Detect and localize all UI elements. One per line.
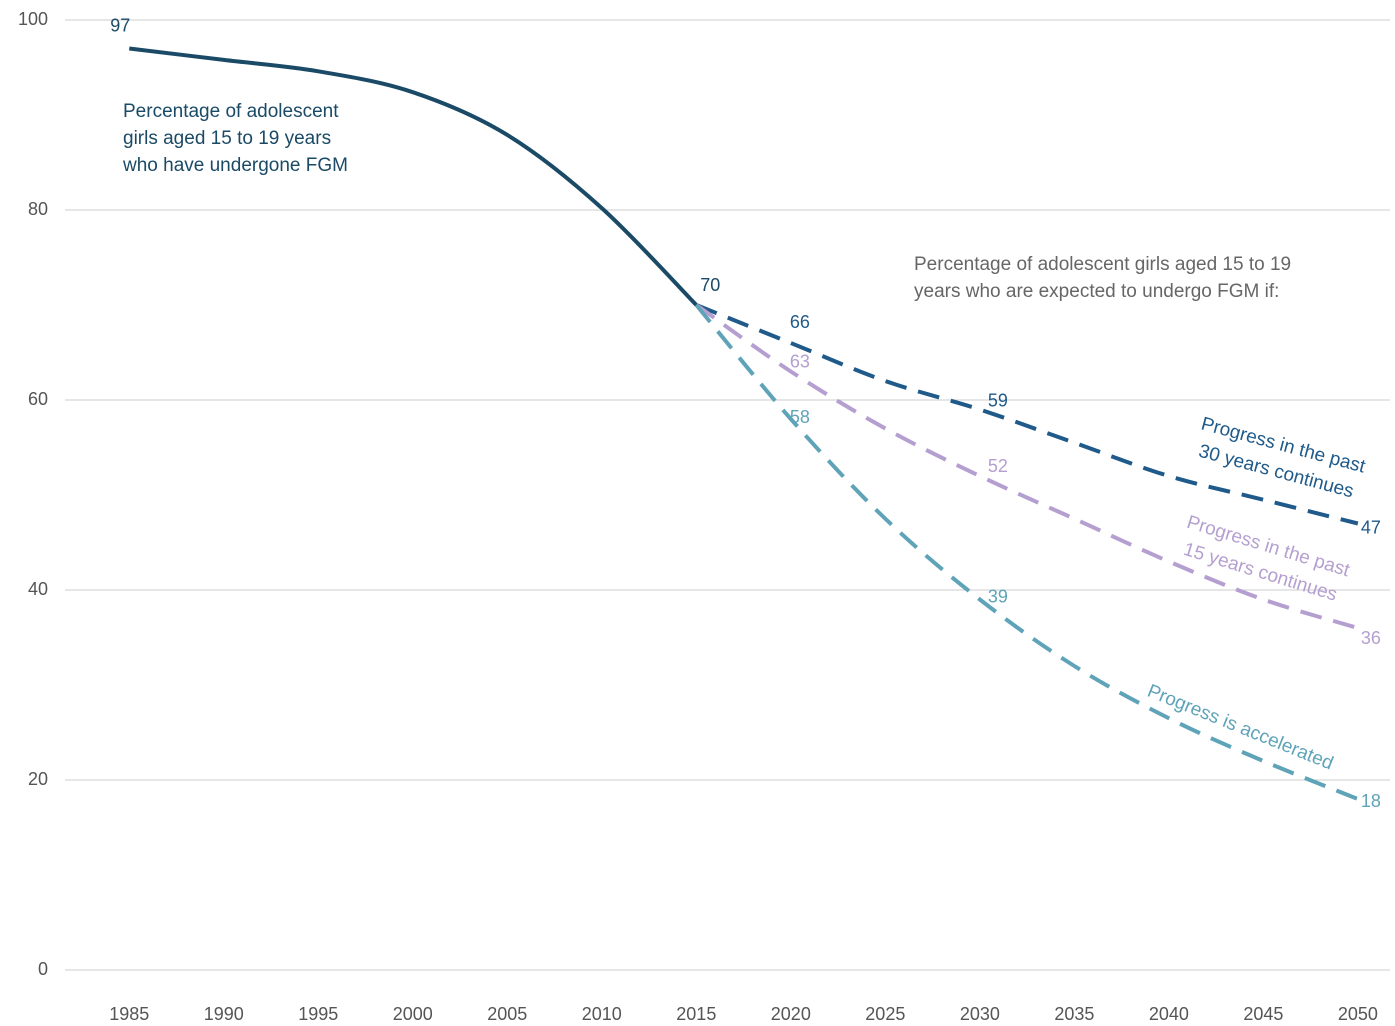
annotation-line: who have undergone FGM [122,155,348,176]
data-label: 59 [988,390,1008,410]
data-label: 52 [988,456,1008,476]
data-label: 18 [1361,791,1381,811]
annotation-line: Progress is accelerated [1144,681,1336,775]
data-label: 39 [988,586,1008,606]
x-tick-label: 2045 [1243,1004,1283,1024]
annotation-line: girls aged 15 to 19 years [123,128,331,149]
data-label: 58 [790,407,810,427]
x-tick-label: 2035 [1054,1004,1094,1024]
x-tick-label: 1990 [204,1004,244,1024]
series-line [694,303,1359,801]
series-line [129,46,698,307]
data-label: 47 [1361,517,1381,537]
x-tick-label: 2020 [771,1004,811,1024]
data-label: 70 [700,275,720,295]
y-tick-label: 100 [18,9,48,29]
x-tick-label: 2005 [487,1004,527,1024]
x-tick-label: 2050 [1338,1004,1378,1024]
x-tick-label: 2025 [865,1004,905,1024]
annotation: Percentage of adolescent girls aged 15 to… [122,101,348,176]
y-tick-label: 60 [28,389,48,409]
annotation: Percentage of adolescent girls aged 15 t… [914,254,1291,302]
data-label: 66 [790,312,810,332]
y-tick-label: 0 [38,959,48,979]
data-label: 97 [110,15,130,35]
series-line [695,303,1359,526]
series-line [695,303,1359,630]
x-tick-label: 2030 [960,1004,1000,1024]
x-tick-label: 1995 [298,1004,338,1024]
annotation-line: Percentage of adolescent girls aged 15 t… [914,254,1291,275]
annotation-line: Percentage of adolescent [123,101,339,122]
x-tick-label: 2040 [1149,1004,1189,1024]
data-label: 36 [1361,628,1381,648]
annotation: Progress is accelerated [1144,681,1336,775]
data-label: 63 [790,351,810,371]
x-tick-label: 1985 [109,1004,149,1024]
x-tick-label: 2000 [393,1004,433,1024]
y-tick-label: 80 [28,199,48,219]
x-tick-label: 2015 [676,1004,716,1024]
y-tick-label: 40 [28,579,48,599]
annotation-line: years who are expected to undergo FGM if… [914,281,1279,302]
y-tick-label: 20 [28,769,48,789]
x-tick-label: 2010 [582,1004,622,1024]
